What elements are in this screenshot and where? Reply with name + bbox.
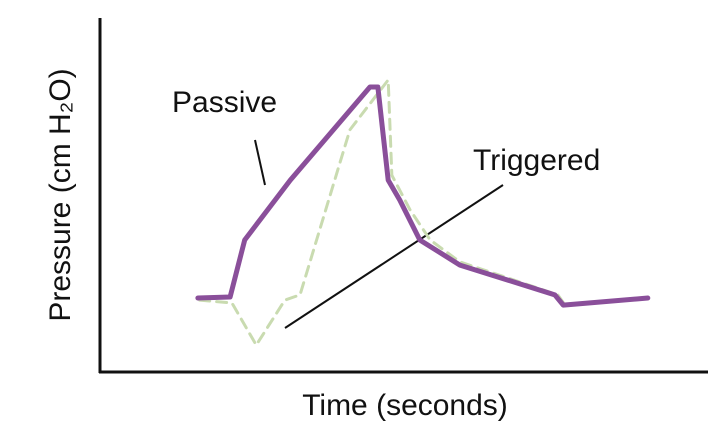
annotation: Triggered [473, 144, 600, 177]
annotation: Passive [172, 86, 277, 119]
leader-line [284, 184, 504, 329]
line-series [195, 84, 651, 308]
x-axis-label: Time (seconds) [302, 389, 508, 422]
y-axis-label: Pressure (cm H₂O) [44, 68, 77, 321]
leader-line [254, 139, 266, 186]
